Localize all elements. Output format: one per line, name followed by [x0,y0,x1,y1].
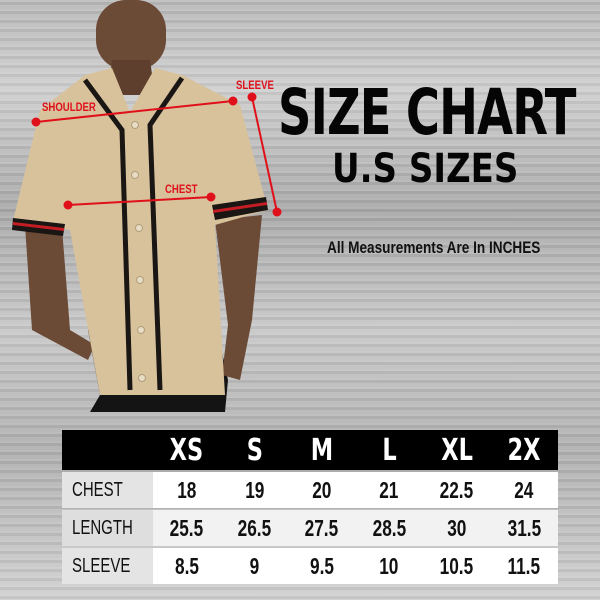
units-note: All Measurements Are In INCHES [327,238,541,257]
table-cell: 18 [153,472,221,508]
size-header: 2X [490,430,558,470]
row-label: SLEEVE [62,548,154,584]
table-cell: 28.5 [355,510,423,546]
model-jersey-illustration [12,0,282,412]
table-cell: 24 [490,472,558,508]
table-cell: 25.5 [153,510,221,546]
table-cell: 11.5 [490,548,558,584]
size-header: L [355,430,423,470]
table-cell: 19 [220,472,289,508]
chest-label: CHEST [165,182,198,196]
table-cell: 8.5 [153,548,221,584]
size-table: XS S M L XL 2X CHEST 18 19 20 21 22.5 24… [62,428,558,586]
page-subtitle: U.S SIZES [332,146,519,192]
sleeve-label: SLEEVE [236,78,274,92]
size-header: S [220,430,289,470]
table-row-chest: CHEST 18 19 20 21 22.5 24 [62,472,558,508]
table-cell: 31.5 [490,510,558,546]
table-cell: 27.5 [288,510,356,546]
header-blank [62,430,154,470]
table-cell: 21 [355,472,423,508]
row-label: LENGTH [62,510,154,546]
table-cell: 10.5 [423,548,491,584]
table-row-length: LENGTH 25.5 26.5 27.5 28.5 30 31.5 [62,510,558,546]
table-cell: 26.5 [220,510,289,546]
table-cell: 20 [288,472,356,508]
row-label: CHEST [62,472,154,508]
page-title: SIZE CHART [278,76,576,150]
table-cell: 22.5 [423,472,491,508]
size-header: XL [423,430,491,470]
table-cell: 9 [220,548,289,584]
size-header-row: XS S M L XL 2X [62,430,558,470]
size-header: M [288,430,356,470]
shoulder-label: SHOULDER [42,100,96,114]
table-cell: 30 [423,510,491,546]
table-cell: 9.5 [288,548,356,584]
table-cell: 10 [355,548,423,584]
table-row-sleeve: SLEEVE 8.5 9 9.5 10 10.5 11.5 [62,548,558,584]
size-header: XS [153,430,221,470]
